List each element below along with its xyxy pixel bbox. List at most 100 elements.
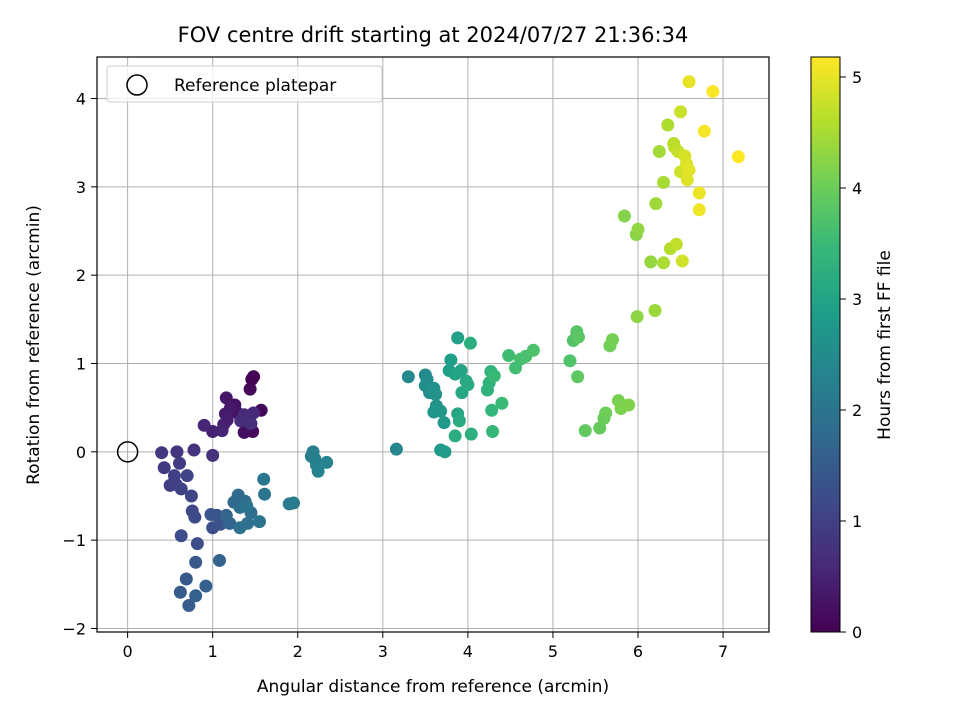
data-point <box>184 489 198 503</box>
chart-title: FOV centre drift starting at 2024/07/27 … <box>178 23 689 47</box>
data-point <box>434 404 448 418</box>
data-point <box>674 105 688 119</box>
data-point <box>692 186 706 200</box>
data-point <box>157 461 171 475</box>
data-point <box>697 124 711 138</box>
data-point <box>189 589 203 603</box>
x-tick-label: 5 <box>548 642 558 661</box>
data-point <box>167 469 181 483</box>
data-point <box>437 416 451 430</box>
data-point <box>669 237 683 251</box>
x-tick-label: 7 <box>718 642 728 661</box>
colorbar-tick-label: 1 <box>852 512 862 531</box>
data-point <box>320 455 334 469</box>
data-point <box>187 443 201 457</box>
data-point <box>170 445 184 459</box>
x-tick-label: 4 <box>463 642 473 661</box>
data-point <box>706 84 720 98</box>
data-point <box>206 448 220 462</box>
data-point <box>452 414 466 428</box>
data-point <box>692 203 706 217</box>
data-point <box>451 331 465 345</box>
data-point <box>675 254 689 268</box>
plot-frame <box>96 56 770 633</box>
data-point <box>454 364 468 378</box>
x-tick-label: 3 <box>378 642 388 661</box>
y-tick-label: −1 <box>62 531 86 550</box>
data-point <box>649 197 663 211</box>
data-point <box>617 209 631 223</box>
data-point <box>461 378 475 392</box>
data-point <box>571 370 585 384</box>
data-point <box>233 521 247 535</box>
data-point <box>652 145 666 159</box>
data-point <box>286 496 300 510</box>
y-tick-label: −2 <box>62 619 86 638</box>
data-point <box>578 424 592 438</box>
legend-entry-reference: Reference platepar <box>174 76 336 96</box>
colorbar-tick-label: 3 <box>852 290 862 309</box>
data-point <box>244 417 258 431</box>
data-point <box>631 222 645 236</box>
colorbar-label: Hours from first FF file <box>875 250 895 440</box>
data-point <box>199 579 213 593</box>
x-axis-label: Angular distance from reference (arcmin) <box>257 677 609 697</box>
data-point <box>204 508 218 522</box>
data-point <box>389 442 403 456</box>
y-tick-label: 3 <box>76 178 86 197</box>
y-tick-label: 2 <box>76 266 86 285</box>
y-tick-label: 1 <box>76 354 86 373</box>
data-point <box>234 414 248 428</box>
colorbar-axis: 0 1 2 3 4 5 <box>840 68 862 642</box>
data-point <box>657 175 671 189</box>
data-point <box>438 445 452 459</box>
data-point <box>215 424 229 438</box>
legend-box <box>106 65 383 103</box>
data-point <box>680 173 694 187</box>
data-point <box>682 75 696 89</box>
data-point <box>219 508 233 522</box>
x-tick-label: 2 <box>293 642 303 661</box>
x-tick-label: 0 <box>123 642 133 661</box>
data-point <box>401 370 415 384</box>
data-point <box>155 446 169 460</box>
data-point <box>180 469 194 483</box>
data-point <box>731 150 745 164</box>
y-tick-label: 0 <box>76 443 86 462</box>
data-points <box>155 75 745 613</box>
data-point <box>189 555 203 569</box>
colorbar-tick-label: 2 <box>852 401 862 420</box>
data-point <box>197 418 211 432</box>
data-point <box>485 403 499 417</box>
data-point <box>486 425 500 439</box>
reference-marker <box>116 441 139 463</box>
data-point <box>661 118 675 132</box>
data-point <box>174 482 188 496</box>
colorbar-tick-label: 0 <box>852 623 862 642</box>
data-point <box>593 421 607 435</box>
legend-marker <box>126 74 148 96</box>
data-point <box>464 427 478 441</box>
data-point <box>243 382 257 396</box>
data-point <box>212 553 226 567</box>
data-point <box>657 256 671 270</box>
data-point <box>257 472 271 486</box>
legend: Reference platepar <box>106 65 383 103</box>
data-point <box>622 398 636 412</box>
data-point <box>245 372 259 386</box>
data-point <box>188 510 202 524</box>
data-point <box>173 456 187 470</box>
x-tick-label: 6 <box>633 642 643 661</box>
data-point <box>237 425 251 439</box>
data-point <box>599 406 613 420</box>
data-point <box>648 303 662 317</box>
data-point <box>682 163 696 177</box>
data-point <box>240 499 254 513</box>
colorbar-tick-label: 5 <box>852 68 862 87</box>
data-point <box>448 429 462 443</box>
data-point <box>258 487 272 501</box>
data-point <box>630 310 644 324</box>
data-point <box>219 391 233 405</box>
data-point <box>563 354 577 368</box>
